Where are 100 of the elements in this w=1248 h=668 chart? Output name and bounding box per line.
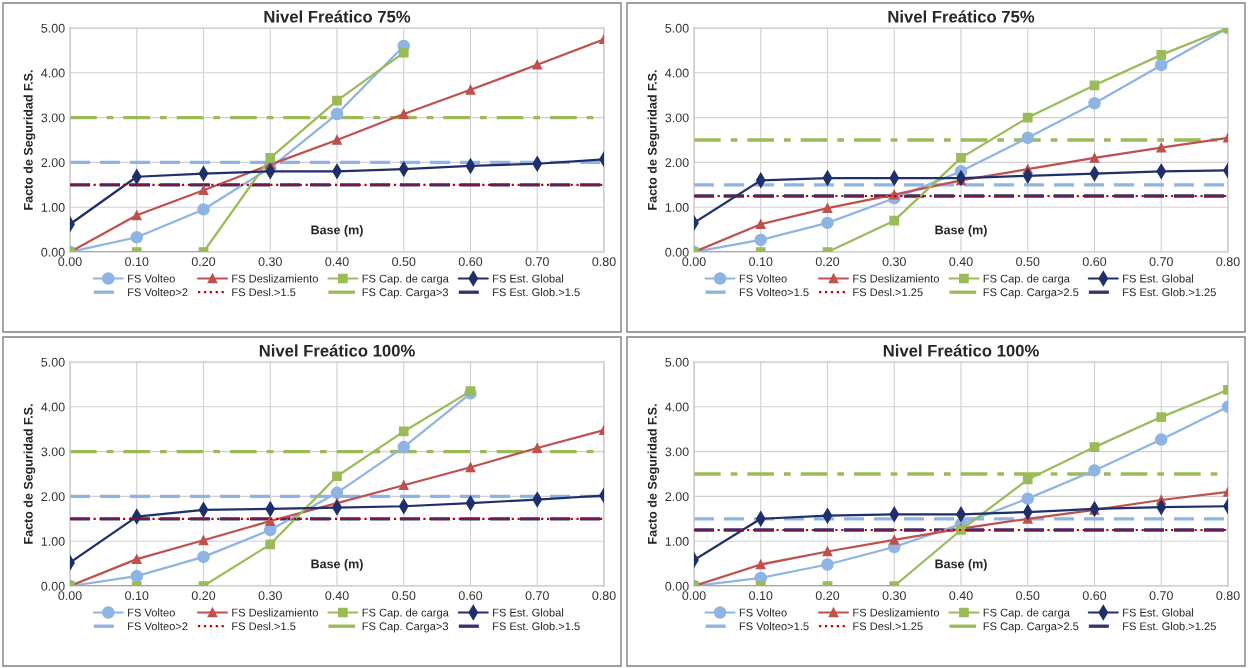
x-tick-label: 0.20 [815, 257, 840, 267]
y-tick-label: 1.00 [665, 203, 689, 212]
chart-title: Nivel Freático 100% [259, 344, 415, 357]
legend-label: FS Cap. Carga>2.5 [983, 288, 1079, 299]
y-tick-label: 2.00 [665, 158, 689, 168]
legend-label: FS Cap. de carga [983, 608, 1070, 619]
legend-label: FS Volteo [739, 274, 787, 283]
y-tick-label: 0.00 [665, 581, 689, 591]
x-axis-title: Base (m) [935, 225, 987, 237]
y-axis-title: Facto de Seguridad F.S. [647, 70, 660, 210]
legend-label: FS Deslizamiento [853, 608, 940, 617]
x-tick-label: 0.40 [325, 257, 349, 267]
y-tick-label: 1.00 [665, 537, 689, 546]
y-tick-label: 3.00 [41, 447, 65, 457]
legend-label: FS Volteo [128, 274, 175, 283]
x-tick-label: 0.50 [1016, 257, 1040, 267]
y-axis-title: Facto de Seguridad F.S. [23, 404, 36, 544]
x-tick-label: 0.70 [1149, 257, 1173, 267]
x-axis-title: Base (m) [311, 225, 363, 237]
legend-label: FS Cap. de carga [983, 274, 1070, 285]
x-tick-label: 0.50 [1016, 591, 1040, 601]
x-tick-label: 0.20 [191, 257, 216, 267]
y-tick-label: 0.00 [41, 581, 65, 591]
x-tick-label: 0.30 [258, 257, 282, 267]
x-axis-title: Base (m) [935, 559, 987, 571]
legend-label: FS Desl.>1.5 [232, 288, 296, 297]
x-tick-label: 0.00 [58, 257, 82, 267]
legend-label: FS Volteo [128, 608, 175, 617]
y-tick-label: 0.00 [665, 247, 689, 257]
chart-title: Nivel Freático 75% [888, 10, 1035, 23]
y-tick-label: 5.00 [665, 357, 689, 367]
y-tick-label: 5.00 [665, 23, 689, 33]
y-tick-label: 2.00 [41, 492, 65, 502]
y-tick-label: 1.00 [41, 203, 65, 212]
legend-label: FS Est. Glob.>1.25 [1123, 622, 1216, 631]
x-tick-label: 0.60 [458, 591, 483, 601]
x-tick-label: 0.00 [682, 591, 706, 601]
y-tick-label: 4.00 [665, 402, 689, 412]
y-tick-label: 2.00 [41, 158, 65, 168]
x-tick-label: 0.40 [949, 257, 973, 267]
y-axis-title: Facto de Seguridad F.S. [23, 70, 36, 210]
y-tick-label: 3.00 [41, 113, 65, 123]
y-tick-label: 0.00 [41, 247, 65, 257]
legend-label: FS Volteo>1.5 [739, 622, 809, 631]
legend-label: FS Est. Glob.>1.5 [493, 288, 580, 297]
legend-label: FS Volteo>1.5 [739, 288, 809, 297]
x-tick-label: 0.80 [592, 591, 616, 601]
x-tick-label: 0.00 [682, 257, 706, 267]
legend-label: FS Volteo>2 [128, 622, 188, 631]
legend-label: FS Desl.>1.5 [232, 622, 296, 631]
x-tick-label: 0.20 [191, 591, 216, 601]
x-axis-title: Base (m) [311, 559, 363, 571]
legend-label: FS Cap. Carga>2.5 [983, 622, 1079, 633]
legend-label: FS Desl.>1.25 [853, 622, 923, 631]
y-tick-label: 1.00 [41, 537, 65, 546]
x-tick-label: 0.20 [815, 591, 840, 601]
x-tick-label: 0.50 [392, 257, 416, 267]
x-tick-label: 0.60 [458, 257, 483, 267]
x-tick-label: 0.70 [525, 257, 549, 267]
legend-label: FS Est. Glob.>1.5 [493, 622, 580, 631]
legend-label: FS Cap. de carga [362, 274, 449, 285]
chart-title: Nivel Freático 75% [264, 10, 411, 23]
y-axis-title: Facto de Seguridad F.S. [647, 404, 660, 544]
legend-label: FS Est. Global [493, 274, 564, 283]
legend-label: FS Volteo>2 [128, 288, 188, 297]
chart-title: Nivel Freático 100% [883, 344, 1039, 357]
y-tick-label: 5.00 [41, 23, 65, 33]
x-tick-label: 0.70 [1149, 591, 1173, 601]
legend-label: FS Cap. de carga [362, 608, 449, 619]
legend-label: FS Est. Global [493, 608, 564, 617]
x-tick-label: 0.30 [258, 591, 282, 601]
x-tick-label: 0.50 [392, 591, 416, 601]
x-tick-label: 0.40 [325, 591, 349, 601]
legend-label: FS Volteo [739, 608, 787, 617]
y-tick-label: 4.00 [665, 68, 689, 78]
y-tick-label: 2.00 [665, 492, 689, 502]
x-tick-label: 0.60 [1082, 591, 1107, 601]
y-tick-label: 5.00 [41, 357, 65, 367]
legend-label: FS Deslizamiento [232, 608, 318, 617]
legend-label: FS Est. Global [1123, 274, 1194, 283]
x-tick-label: 0.80 [592, 257, 616, 267]
y-tick-label: 4.00 [41, 68, 65, 78]
legend-label: FS Desl.>1.25 [853, 288, 923, 297]
legend-label: FS Est. Global [1123, 608, 1194, 617]
legend-label: FS Cap. Carga>3 [362, 288, 449, 299]
legend-label: FS Deslizamiento [853, 274, 940, 283]
x-tick-label: 0.40 [949, 591, 973, 601]
legend-label: FS Est. Glob.>1.25 [1123, 288, 1216, 297]
x-tick-label: 0.70 [525, 591, 549, 601]
y-tick-label: 3.00 [665, 113, 689, 123]
x-tick-label: 0.10 [749, 257, 773, 267]
x-tick-label: 0.10 [125, 257, 149, 267]
x-tick-label: 0.80 [1216, 591, 1240, 601]
legend-label: FS Cap. Carga>3 [362, 622, 449, 633]
x-tick-label: 0.60 [1082, 257, 1107, 267]
x-tick-label: 0.00 [58, 591, 82, 601]
x-tick-label: 0.80 [1216, 257, 1240, 267]
legend-label: FS Deslizamiento [232, 274, 318, 283]
y-tick-label: 3.00 [665, 447, 689, 457]
x-tick-label: 0.10 [125, 591, 149, 601]
